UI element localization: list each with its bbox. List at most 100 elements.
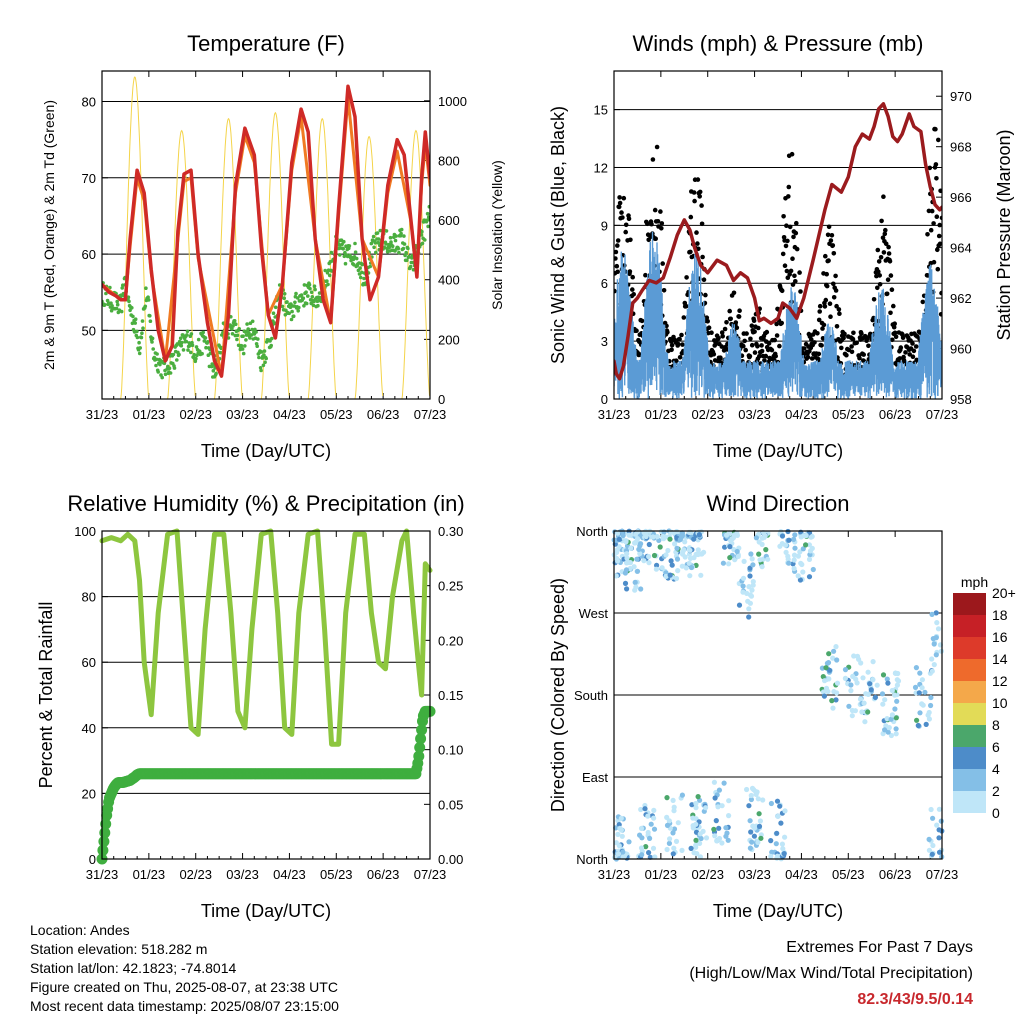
y-tick-label: 3: [601, 334, 608, 349]
direction-point: [827, 667, 833, 673]
direction-point: [929, 611, 935, 618]
y-tick-label: East: [582, 770, 608, 785]
y-tick-label-right: 600: [438, 213, 460, 228]
gust-point: [737, 308, 742, 314]
dewpoint-point: [293, 300, 297, 305]
y-tick-label: 6: [601, 276, 608, 291]
dewpoint-point: [420, 241, 425, 246]
direction-point: [615, 558, 621, 564]
dewpoint-point: [196, 337, 201, 342]
dewpoint-point: [140, 331, 144, 336]
gust-point: [734, 325, 740, 331]
dewpoint-point: [343, 261, 348, 266]
gust-point: [934, 214, 940, 219]
gust-point: [834, 303, 839, 309]
direction-xlabel: Time (Day/UTC): [713, 901, 843, 921]
x-tick-label: 02/23: [179, 407, 212, 422]
dewpoint-point: [249, 333, 254, 337]
direction-point: [711, 826, 717, 832]
direction-point: [624, 555, 630, 561]
gust-point: [898, 345, 904, 350]
gust-point: [720, 334, 725, 339]
gust-point: [886, 244, 891, 250]
gust-point: [798, 289, 803, 294]
dewpoint-point: [296, 309, 301, 313]
temperature-xlabel: Time (Day/UTC): [201, 441, 331, 461]
y-tick-label-right: 0.30: [438, 524, 463, 539]
direction-point: [651, 552, 658, 559]
dewpoint-point: [378, 228, 383, 233]
dewpoint-point: [243, 344, 247, 348]
colorbar-swatch: [953, 659, 986, 681]
direction-point: [825, 660, 832, 666]
direction-point: [893, 731, 899, 737]
y-tick-label-right: 800: [438, 153, 460, 168]
dewpoint-point: [259, 350, 264, 354]
gust-point: [844, 352, 849, 358]
direction-point: [723, 833, 729, 839]
gust-point: [659, 226, 664, 231]
dewpoint-point: [327, 273, 332, 278]
dewpoint-point: [179, 343, 184, 348]
direction-point: [703, 835, 710, 841]
direction-point: [781, 851, 787, 857]
gust-point: [747, 354, 753, 359]
dewpoint-point: [141, 326, 145, 331]
gust-point: [706, 325, 712, 331]
gust-point: [743, 347, 748, 353]
direction-point: [800, 569, 806, 575]
direction-point: [740, 575, 747, 581]
gust-point: [938, 188, 942, 194]
direction-point: [721, 780, 727, 786]
y-tick-label: 60: [82, 247, 96, 262]
gust-point: [779, 288, 785, 294]
direction-point: [931, 641, 937, 647]
direction-point: [615, 530, 621, 536]
gust-point: [897, 356, 903, 361]
direction-point: [834, 680, 841, 686]
direction-point: [861, 700, 867, 706]
x-tick-label: 31/23: [86, 407, 119, 422]
dewpoint-point: [119, 309, 124, 314]
gust-point: [705, 319, 710, 324]
direction-point: [674, 545, 680, 551]
direction-point: [663, 552, 669, 558]
gust-point: [842, 331, 847, 337]
x-tick-label: 02/23: [179, 867, 212, 882]
direction-point: [683, 565, 689, 571]
colorbar-label: 12: [992, 673, 1008, 689]
gust-point: [615, 238, 621, 243]
y-tick-label-right: 958: [950, 392, 972, 407]
dewpoint-point: [180, 340, 184, 345]
direction-point: [797, 549, 803, 555]
gust-point: [614, 256, 618, 261]
direction-point: [661, 529, 667, 535]
dewpoint-point: [245, 322, 249, 326]
direction-point: [894, 677, 900, 683]
dewpoint-point: [403, 253, 407, 258]
direction-point: [632, 579, 638, 586]
y-tick-label-right: 0.05: [438, 797, 463, 812]
rain-point: [97, 844, 109, 856]
direction-point: [714, 838, 720, 844]
colorbar-label: 4: [992, 761, 1000, 777]
dewpoint-point: [187, 341, 191, 345]
gust-point: [634, 328, 639, 334]
direction-point: [865, 669, 871, 675]
dewpoint-point: [185, 333, 189, 337]
dewpoint-point: [244, 338, 248, 342]
dewpoint-point: [194, 356, 198, 361]
gust-point: [661, 288, 667, 293]
direction-point: [665, 547, 671, 554]
direction-point: [713, 818, 719, 824]
direction-point: [740, 583, 746, 589]
direction-point: [930, 842, 936, 849]
direction-point: [830, 655, 836, 661]
y-tick-label: West: [579, 606, 609, 621]
dewpoint-point: [406, 246, 410, 251]
solar-curve: [401, 129, 430, 399]
x-tick-label: 01/23: [645, 407, 678, 422]
gust-point: [773, 353, 778, 359]
gust-point: [830, 243, 836, 248]
direction-point: [614, 549, 620, 556]
